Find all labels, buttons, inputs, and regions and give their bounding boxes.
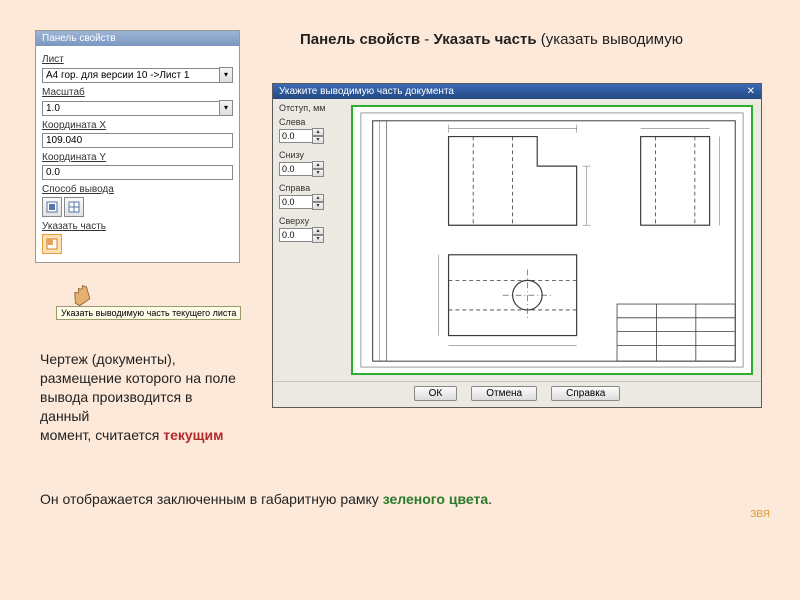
corner-tag: ЗВЯ bbox=[750, 509, 770, 520]
coordy-field[interactable] bbox=[42, 165, 233, 180]
scale-dropdown-icon[interactable]: ▾ bbox=[219, 100, 233, 116]
properties-panel: Панель свойств Лист ▾ Масштаб ▾ Координа… bbox=[35, 30, 240, 263]
sheet-dropdown-icon[interactable]: ▾ bbox=[219, 67, 233, 83]
part-row bbox=[42, 234, 233, 254]
explain-para-1: Чертеж (документы), размещение которого … bbox=[40, 350, 240, 444]
heading-text: Панель свойств - Указать часть (указать … bbox=[300, 30, 760, 50]
margin-top-field: Сверху ▴▾ bbox=[279, 216, 345, 243]
part-label: Указать часть bbox=[42, 221, 233, 232]
coordy-input[interactable] bbox=[42, 165, 233, 180]
spin-icon[interactable]: ▴▾ bbox=[312, 161, 324, 177]
margin-right-field: Справа ▴▾ bbox=[279, 183, 345, 210]
panel-body: Лист ▾ Масштаб ▾ Координата X Координата… bbox=[36, 46, 239, 262]
spin-icon[interactable]: ▴▾ bbox=[312, 128, 324, 144]
heading-bold-2: Указать часть bbox=[433, 31, 536, 48]
explain-para-2: Он отображается заключенным в габаритную… bbox=[40, 490, 660, 509]
margin-bottom-label: Снизу bbox=[279, 150, 345, 160]
margin-bottom-field: Снизу ▴▾ bbox=[279, 150, 345, 177]
sheet-input[interactable] bbox=[42, 68, 220, 83]
margins-title: Отступ, мм bbox=[279, 103, 345, 113]
margin-right-input[interactable] bbox=[279, 195, 313, 209]
output-mode-row bbox=[42, 197, 233, 217]
ok-button[interactable]: ОК bbox=[414, 386, 458, 401]
coordx-label: Координата X bbox=[42, 120, 233, 131]
dialog-button-row: ОК Отмена Справка bbox=[273, 381, 761, 405]
scale-label: Масштаб bbox=[42, 87, 233, 98]
output-mode-icon-2[interactable] bbox=[64, 197, 84, 217]
margin-top-input[interactable] bbox=[279, 228, 313, 242]
scale-field[interactable]: ▾ bbox=[42, 100, 233, 116]
coordy-label: Координата Y bbox=[42, 152, 233, 163]
panel-titlebar: Панель свойств bbox=[36, 31, 239, 46]
dialog-body: Отступ, мм Слева ▴▾ Снизу ▴▾ Справа ▴▾ С… bbox=[273, 99, 761, 381]
sheet-label: Лист bbox=[42, 54, 233, 65]
margin-top-label: Сверху bbox=[279, 216, 345, 226]
margin-right-label: Справа bbox=[279, 183, 345, 193]
output-mode-icon-1[interactable] bbox=[42, 197, 62, 217]
margins-column: Отступ, мм Слева ▴▾ Снизу ▴▾ Справа ▴▾ С… bbox=[273, 99, 351, 381]
drawing-preview bbox=[351, 105, 753, 375]
coordx-input[interactable] bbox=[42, 133, 233, 148]
margin-left-field: Слева ▴▾ bbox=[279, 117, 345, 144]
margin-left-label: Слева bbox=[279, 117, 345, 127]
spin-icon[interactable]: ▴▾ bbox=[312, 194, 324, 210]
margin-bottom-input[interactable] bbox=[279, 162, 313, 176]
dialog-titlebar[interactable]: Укажите выводимую часть документа ✕ bbox=[273, 84, 761, 99]
select-part-button[interactable] bbox=[42, 234, 62, 254]
panel-title: Панель свойств bbox=[42, 33, 116, 44]
output-part-dialog: Укажите выводимую часть документа ✕ Отст… bbox=[272, 83, 762, 408]
spin-icon[interactable]: ▴▾ bbox=[312, 227, 324, 243]
help-button[interactable]: Справка bbox=[551, 386, 620, 401]
scale-input[interactable] bbox=[42, 101, 220, 116]
close-icon[interactable]: ✕ bbox=[747, 86, 755, 97]
select-part-tooltip: Указать выводимую часть текущего листа bbox=[56, 306, 241, 320]
sheet-field[interactable]: ▾ bbox=[42, 67, 233, 83]
output-mode-label: Способ вывода bbox=[42, 184, 233, 195]
margin-left-input[interactable] bbox=[279, 129, 313, 143]
coordx-field[interactable] bbox=[42, 133, 233, 148]
heading-bold-1: Панель свойств bbox=[300, 31, 420, 48]
cancel-button[interactable]: Отмена bbox=[471, 386, 537, 401]
dialog-title: Укажите выводимую часть документа bbox=[279, 86, 454, 97]
